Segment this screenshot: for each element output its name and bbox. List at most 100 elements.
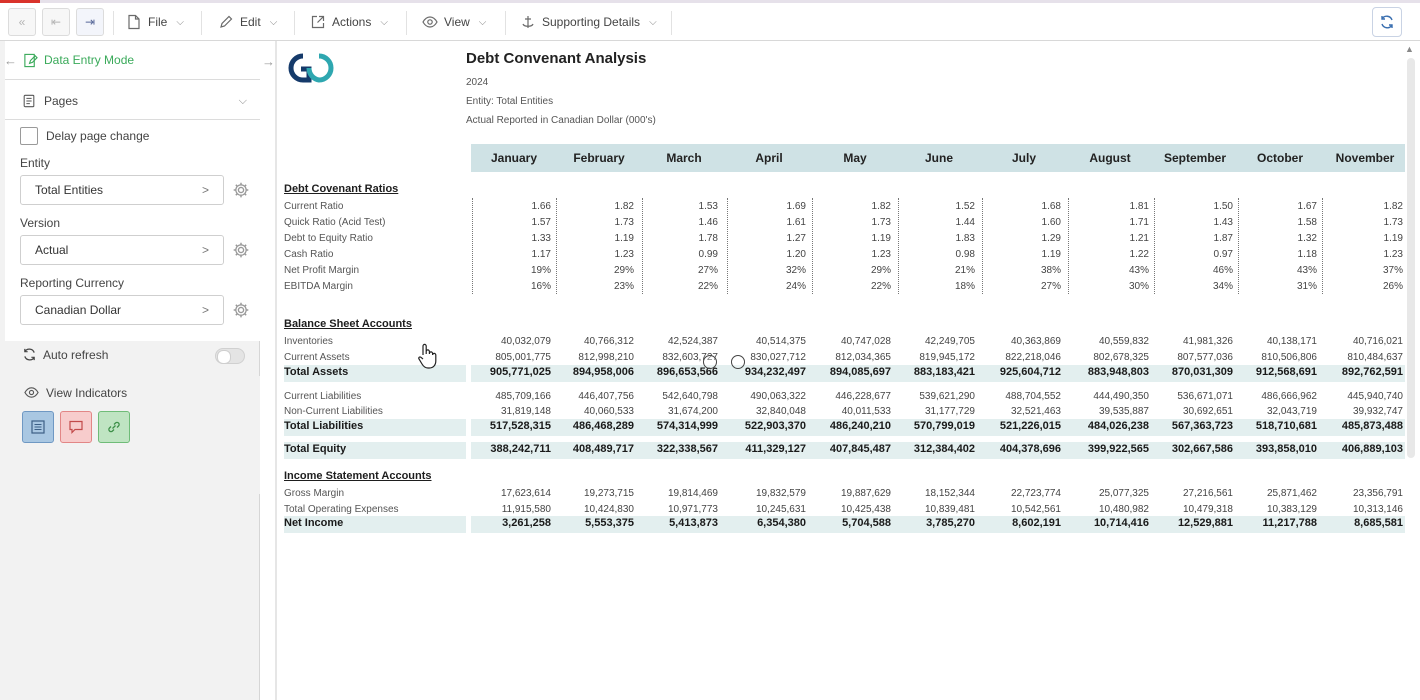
cell-debt-to-equity-ratio-june[interactable]: 1.83 bbox=[955, 233, 975, 244]
cell-current-assets-august[interactable]: 802,678,325 bbox=[1093, 352, 1149, 363]
scroll-up-arrow[interactable]: ▲ bbox=[1405, 44, 1414, 54]
cell-current-ratio-july[interactable]: 1.68 bbox=[1041, 201, 1061, 212]
cell-non-current-liabilities-may[interactable]: 40,011,533 bbox=[841, 406, 891, 417]
cell-current-ratio-june[interactable]: 1.52 bbox=[955, 201, 975, 212]
cell-current-assets-march[interactable]: 832,603,727 bbox=[662, 352, 718, 363]
cell-cash-ratio-april[interactable]: 1.20 bbox=[786, 249, 806, 260]
cell-cash-ratio-january[interactable]: 1.17 bbox=[531, 249, 551, 260]
data-entry-mode-toggle[interactable]: ← Data Entry Mode bbox=[4, 49, 134, 71]
currency-settings-gear-icon[interactable] bbox=[232, 301, 250, 319]
cell-ebitda-margin-february[interactable]: 23% bbox=[613, 281, 634, 292]
cell-inventories-may[interactable]: 40,747,028 bbox=[840, 336, 891, 347]
pages-dropdown[interactable]: Pages ⌵ bbox=[22, 91, 247, 111]
cell-current-assets-july[interactable]: 822,218,046 bbox=[1005, 352, 1061, 363]
cell-total-operating-expenses-february[interactable]: 10,424,830 bbox=[583, 504, 634, 515]
attachments-indicator-button[interactable] bbox=[98, 411, 130, 443]
cell-current-assets-february[interactable]: 812,998,210 bbox=[578, 352, 634, 363]
cell-net-profit-margin-october[interactable]: 43% bbox=[1296, 265, 1317, 276]
entity-settings-gear-icon[interactable] bbox=[232, 181, 250, 199]
edit-menu[interactable]: Edit ⌵ bbox=[218, 3, 277, 41]
cell-debt-to-equity-ratio-april[interactable]: 1.27 bbox=[786, 233, 806, 244]
cell-current-ratio-march[interactable]: 1.53 bbox=[698, 201, 718, 212]
cell-current-assets-january[interactable]: 805,001,775 bbox=[495, 352, 551, 363]
cell-current-assets-november[interactable]: 810,484,637 bbox=[1347, 352, 1403, 363]
cell-gross-margin-may[interactable]: 19,887,629 bbox=[840, 488, 891, 499]
cell-total-operating-expenses-october[interactable]: 10,383,129 bbox=[1266, 504, 1317, 515]
cell-current-liabilities-august[interactable]: 444,490,350 bbox=[1093, 391, 1149, 402]
cell-cash-ratio-october[interactable]: 1.18 bbox=[1297, 249, 1317, 260]
cell-net-profit-margin-june[interactable]: 21% bbox=[954, 265, 975, 276]
cell-net-profit-margin-march[interactable]: 27% bbox=[697, 265, 718, 276]
cell-ebitda-margin-october[interactable]: 31% bbox=[1296, 281, 1317, 292]
cell-current-assets-april[interactable]: 830,027,712 bbox=[750, 352, 806, 363]
cell-non-current-liabilities-july[interactable]: 32,521,463 bbox=[1010, 406, 1061, 417]
cell-cash-ratio-july[interactable]: 1.19 bbox=[1041, 249, 1061, 260]
cell-current-ratio-november[interactable]: 1.82 bbox=[1383, 201, 1403, 212]
cell-ebitda-margin-august[interactable]: 30% bbox=[1128, 281, 1149, 292]
cell-debt-to-equity-ratio-january[interactable]: 1.33 bbox=[531, 233, 551, 244]
cell-current-assets-october[interactable]: 810,506,806 bbox=[1261, 352, 1317, 363]
next-page-button[interactable]: ⇥ bbox=[76, 8, 104, 36]
cell-current-liabilities-april[interactable]: 490,063,322 bbox=[750, 391, 806, 402]
cell-inventories-march[interactable]: 42,524,387 bbox=[667, 336, 718, 347]
cell-current-liabilities-november[interactable]: 445,940,740 bbox=[1347, 391, 1403, 402]
previous-page-button[interactable]: ⇤ bbox=[42, 8, 70, 36]
cell-ebitda-margin-march[interactable]: 22% bbox=[697, 281, 718, 292]
cell-debt-to-equity-ratio-march[interactable]: 1.78 bbox=[698, 233, 718, 244]
cell-inventories-november[interactable]: 40,716,021 bbox=[1352, 336, 1403, 347]
cell-non-current-liabilities-june[interactable]: 31,177,729 bbox=[924, 406, 975, 417]
cell-inventories-february[interactable]: 40,766,312 bbox=[583, 336, 634, 347]
cell-total-operating-expenses-april[interactable]: 10,245,631 bbox=[755, 504, 806, 515]
cell-quick-ratio-acid-test-january[interactable]: 1.57 bbox=[531, 217, 551, 228]
cell-non-current-liabilities-september[interactable]: 30,692,651 bbox=[1182, 406, 1233, 417]
cell-quick-ratio-acid-test-february[interactable]: 1.73 bbox=[614, 217, 634, 228]
cell-current-liabilities-february[interactable]: 446,407,756 bbox=[578, 391, 634, 402]
cell-current-ratio-may[interactable]: 1.82 bbox=[871, 201, 891, 212]
cell-ebitda-margin-june[interactable]: 18% bbox=[954, 281, 975, 292]
cell-quick-ratio-acid-test-september[interactable]: 1.43 bbox=[1213, 217, 1233, 228]
cell-current-ratio-january[interactable]: 1.66 bbox=[531, 201, 551, 212]
cell-non-current-liabilities-march[interactable]: 31,674,200 bbox=[667, 406, 718, 417]
auto-refresh-toggle[interactable] bbox=[215, 348, 245, 364]
cell-non-current-liabilities-january[interactable]: 31,819,148 bbox=[500, 406, 551, 417]
reporting-currency-selector[interactable]: Canadian Dollar > bbox=[20, 295, 224, 325]
cell-cash-ratio-june[interactable]: 0.98 bbox=[955, 249, 975, 260]
cell-ebitda-margin-april[interactable]: 24% bbox=[785, 281, 806, 292]
cell-current-liabilities-october[interactable]: 486,666,962 bbox=[1261, 391, 1317, 402]
cell-gross-margin-october[interactable]: 25,871,462 bbox=[1266, 488, 1317, 499]
cell-debt-to-equity-ratio-february[interactable]: 1.19 bbox=[614, 233, 634, 244]
notes-indicator-button[interactable] bbox=[22, 411, 54, 443]
cell-inventories-january[interactable]: 40,032,079 bbox=[500, 336, 551, 347]
cell-quick-ratio-acid-test-november[interactable]: 1.73 bbox=[1383, 217, 1403, 228]
cell-gross-margin-august[interactable]: 25,077,325 bbox=[1098, 488, 1149, 499]
cell-current-liabilities-june[interactable]: 539,621,290 bbox=[919, 391, 975, 402]
cell-net-profit-margin-july[interactable]: 38% bbox=[1040, 265, 1061, 276]
cell-gross-margin-march[interactable]: 19,814,469 bbox=[667, 488, 718, 499]
supporting-details-menu[interactable]: Supporting Details ⌵ bbox=[520, 3, 657, 41]
refresh-button[interactable] bbox=[1372, 7, 1402, 37]
cell-debt-to-equity-ratio-september[interactable]: 1.87 bbox=[1213, 233, 1233, 244]
collapse-left-icon[interactable]: ← bbox=[4, 52, 17, 68]
cell-debt-to-equity-ratio-october[interactable]: 1.32 bbox=[1297, 233, 1317, 244]
cell-gross-margin-july[interactable]: 22,723,774 bbox=[1010, 488, 1061, 499]
cell-total-operating-expenses-august[interactable]: 10,480,982 bbox=[1098, 504, 1149, 515]
cell-quick-ratio-acid-test-may[interactable]: 1.73 bbox=[871, 217, 891, 228]
cell-ebitda-margin-july[interactable]: 27% bbox=[1040, 281, 1061, 292]
vertical-scrollbar[interactable] bbox=[1407, 58, 1415, 458]
cell-total-operating-expenses-march[interactable]: 10,971,773 bbox=[667, 504, 718, 515]
cell-total-operating-expenses-may[interactable]: 10,425,438 bbox=[840, 504, 891, 515]
actions-menu[interactable]: Actions ⌵ bbox=[310, 3, 388, 41]
view-menu[interactable]: View ⌵ bbox=[422, 3, 486, 41]
cell-debt-to-equity-ratio-may[interactable]: 1.19 bbox=[871, 233, 891, 244]
cell-total-operating-expenses-july[interactable]: 10,542,561 bbox=[1010, 504, 1061, 515]
cell-current-ratio-april[interactable]: 1.69 bbox=[786, 201, 806, 212]
cell-ebitda-margin-january[interactable]: 16% bbox=[530, 281, 551, 292]
file-menu[interactable]: File ⌵ bbox=[126, 3, 184, 41]
entity-selector[interactable]: Total Entities > bbox=[20, 175, 224, 205]
cell-total-operating-expenses-september[interactable]: 10,479,318 bbox=[1182, 504, 1233, 515]
cell-debt-to-equity-ratio-august[interactable]: 1.21 bbox=[1129, 233, 1149, 244]
cell-current-ratio-september[interactable]: 1.50 bbox=[1213, 201, 1233, 212]
cell-net-profit-margin-august[interactable]: 43% bbox=[1128, 265, 1149, 276]
cell-current-liabilities-march[interactable]: 542,640,798 bbox=[662, 391, 718, 402]
cell-gross-margin-september[interactable]: 27,216,561 bbox=[1182, 488, 1233, 499]
